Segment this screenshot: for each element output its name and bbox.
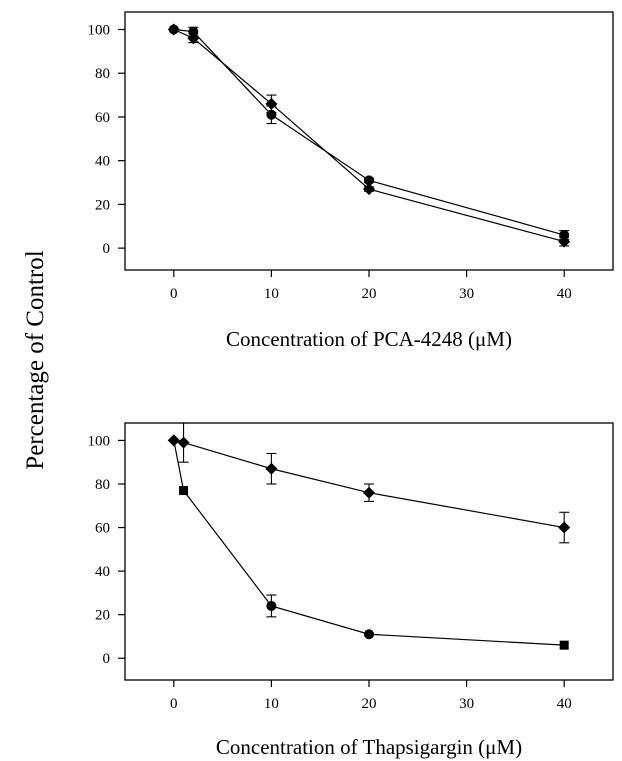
y-tick-label: 0 bbox=[103, 241, 111, 257]
y-tick-label: 80 bbox=[95, 66, 110, 82]
y-tick-label: 20 bbox=[95, 197, 110, 213]
y-tick-label: 20 bbox=[95, 608, 110, 624]
x-axis-title: Concentration of PCA-4248 (μM) bbox=[226, 327, 512, 351]
data-point bbox=[558, 235, 571, 248]
y-axis-shared-title: Percentage of Control bbox=[22, 250, 49, 469]
plot-frame bbox=[124, 11, 614, 271]
x-axis-title: Concentration of Thapsigargin (μM) bbox=[216, 735, 522, 759]
y-tick-label: 100 bbox=[88, 433, 111, 449]
plot-frame bbox=[124, 422, 614, 681]
bottom-chart: 0 20 40 60 80 100 0 10 20 30 40 Concentration of Th… bbox=[88, 422, 614, 759]
x-tick-label: 0 bbox=[170, 696, 178, 712]
series-line bbox=[173, 28, 565, 243]
data-point bbox=[167, 434, 180, 447]
x-tick-label: 20 bbox=[362, 286, 377, 302]
y-tick-label: 60 bbox=[95, 521, 110, 537]
x-tick-label: 40 bbox=[557, 696, 572, 712]
data-point bbox=[265, 97, 278, 110]
data-point bbox=[177, 436, 190, 449]
y-tick-label: 40 bbox=[95, 154, 110, 170]
x-tick-label: 30 bbox=[459, 696, 474, 712]
y-tick-label: 40 bbox=[95, 564, 110, 580]
series-line bbox=[173, 28, 565, 236]
data-point bbox=[364, 629, 374, 640]
x-tick-label: 10 bbox=[264, 696, 279, 712]
data-point bbox=[266, 600, 277, 611]
x-tick-label: 10 bbox=[264, 286, 279, 302]
x-tick-label: 40 bbox=[557, 286, 572, 302]
top-chart: 0 20 40 60 80 100 0 10 20 30 40 Concentration of PC… bbox=[88, 11, 614, 351]
y-tick-label: 80 bbox=[95, 477, 110, 493]
data-point bbox=[364, 175, 374, 186]
data-point bbox=[363, 183, 375, 196]
data-point bbox=[187, 32, 200, 45]
data-point bbox=[265, 462, 278, 475]
series-line bbox=[173, 440, 565, 646]
data-point bbox=[179, 486, 189, 496]
y-tick-label: 0 bbox=[103, 651, 111, 667]
y-tick-label: 60 bbox=[95, 110, 110, 126]
x-tick-label: 20 bbox=[362, 696, 377, 712]
data-point bbox=[558, 521, 571, 534]
x-tick-label: 0 bbox=[170, 286, 178, 302]
data-point bbox=[559, 640, 569, 650]
data-point bbox=[167, 23, 180, 36]
x-tick-label: 30 bbox=[459, 286, 474, 302]
y-tick-label: 100 bbox=[88, 22, 111, 38]
data-point bbox=[363, 486, 375, 499]
